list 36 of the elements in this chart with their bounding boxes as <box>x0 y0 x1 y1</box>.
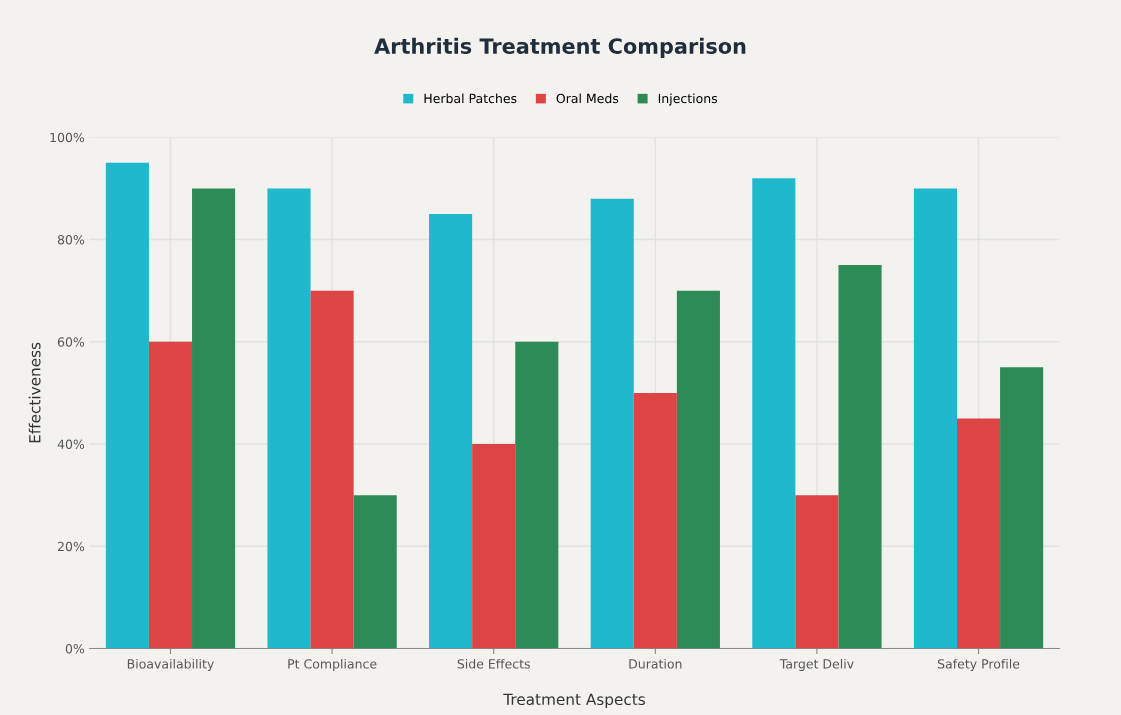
bar <box>633 392 677 649</box>
y-tick-label: 60% <box>57 337 85 347</box>
x-tick-label: Side Effects <box>457 658 530 669</box>
y-axis-title: Effectiveness <box>28 342 41 443</box>
bar <box>913 188 957 649</box>
y-tick-label: 20% <box>57 541 85 552</box>
bar <box>676 290 720 649</box>
bar <box>429 213 473 649</box>
bar <box>590 198 634 649</box>
legend-label: Oral Meds <box>556 93 619 104</box>
bar <box>956 418 1001 649</box>
bar <box>838 265 882 649</box>
y-tick-label: 100% <box>50 132 85 143</box>
x-tick-label: Duration <box>629 658 682 669</box>
bar <box>515 341 559 649</box>
x-axis-title: Treatment Aspects <box>503 693 645 709</box>
x-tick-label: Bioavailability <box>127 658 214 672</box>
chart-title: Arthritis Treatment Comparison <box>374 37 746 58</box>
bar <box>795 495 839 649</box>
bar <box>105 162 149 649</box>
y-tick-label: 80% <box>57 235 85 245</box>
bar <box>1000 367 1044 649</box>
bar <box>310 290 354 649</box>
bar <box>148 341 193 649</box>
bar <box>192 188 236 649</box>
y-tick-label: 40% <box>57 439 85 449</box>
legend-label: Injections <box>658 93 718 106</box>
legend-label: Herbal Patches <box>424 93 517 104</box>
bar <box>752 178 796 649</box>
bar <box>472 444 516 649</box>
x-tick-label: Pt Compliance <box>288 658 377 672</box>
x-tick-label: Safety Profile <box>937 658 1020 672</box>
bar <box>267 188 311 649</box>
bar <box>353 495 397 649</box>
x-tick-label: Target Deliv <box>779 658 854 672</box>
y-tick-label: 0% <box>65 643 85 654</box>
